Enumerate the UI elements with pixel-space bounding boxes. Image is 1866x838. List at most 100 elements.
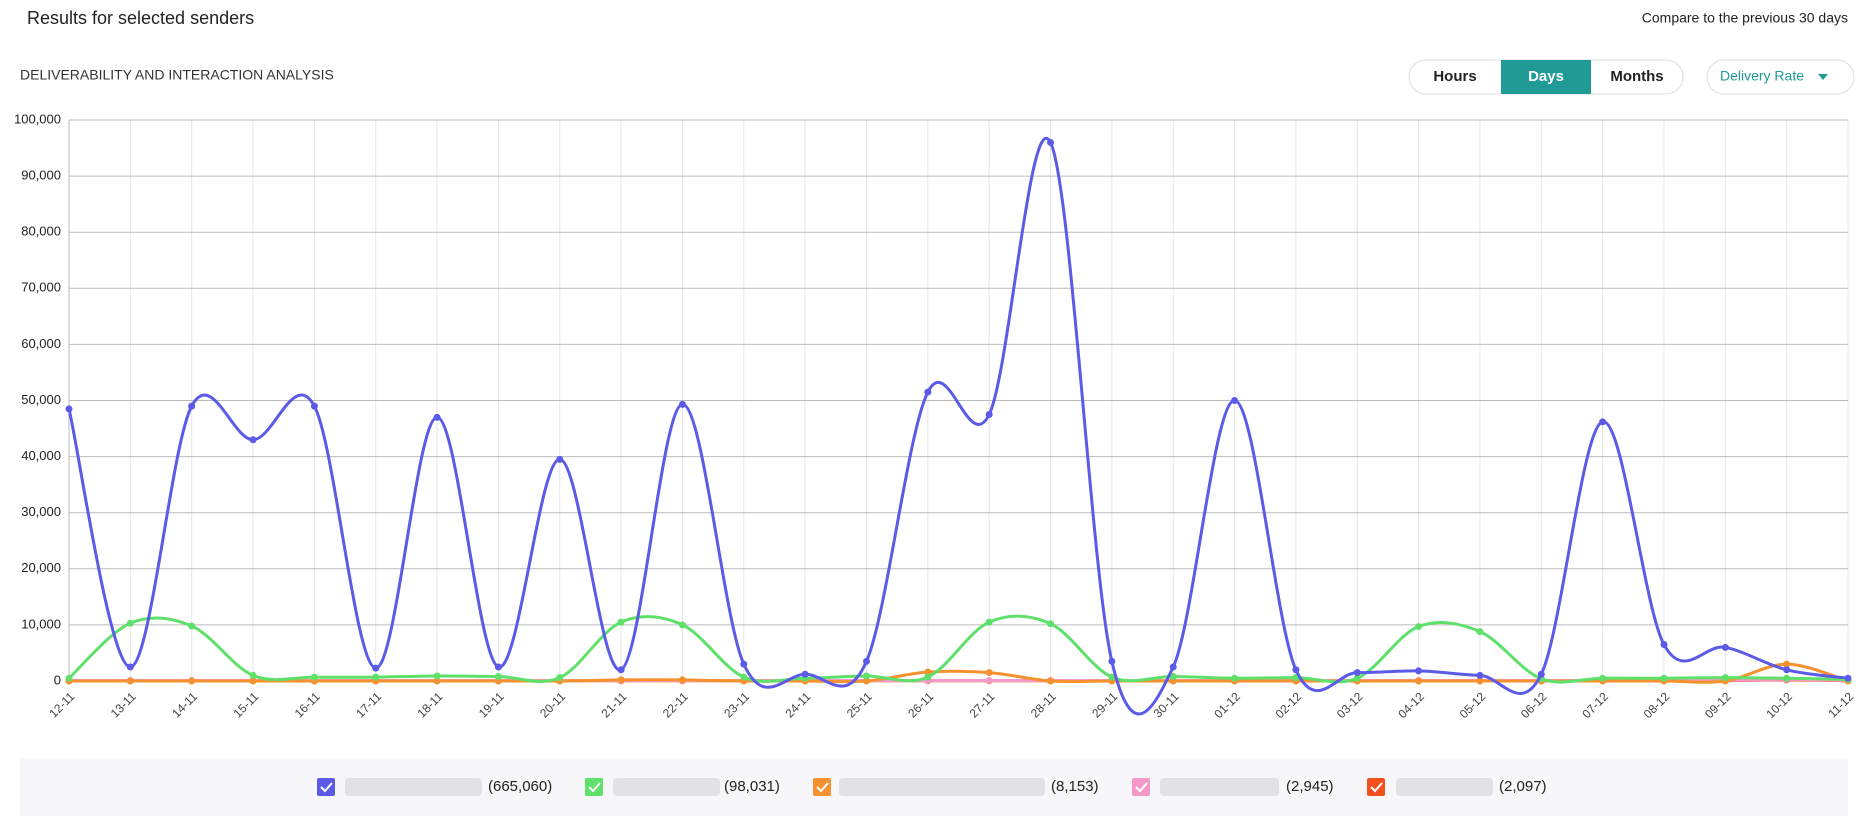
x-tick-label: 27-11 [967, 689, 998, 720]
y-tick-label: 100,000 [14, 111, 61, 126]
data-point [1783, 666, 1791, 674]
legend-name-redacted [345, 778, 482, 796]
legend-total[interactable]: (665,060) [488, 778, 552, 795]
legend-total[interactable]: (98,031) [724, 778, 780, 795]
data-point [1721, 643, 1729, 651]
chart: 12-11 13-11 14-11 15-11 16-11 17-11 18-11 19-11… [14, 111, 1857, 721]
x-tick-label: 13-11 [108, 689, 139, 720]
legend-checkbox[interactable] [585, 778, 603, 796]
y-tick-label: 60,000 [21, 336, 61, 351]
data-point [1537, 670, 1545, 678]
data-point [985, 411, 993, 419]
data-point [1415, 623, 1423, 631]
data-point [249, 436, 257, 444]
legend-total[interactable]: (2,945) [1286, 778, 1334, 795]
x-tick-label: 04-12 [1395, 689, 1427, 721]
data-point [617, 676, 625, 684]
x-tick-label: 18-11 [414, 689, 445, 720]
data-point [1415, 667, 1423, 675]
x-tick-label: 16-11 [292, 689, 323, 720]
data-point [1231, 674, 1239, 682]
data-point [188, 622, 196, 630]
legend-checkbox[interactable] [1132, 778, 1150, 796]
metric-dropdown-label[interactable]: Delivery Rate [1720, 68, 1804, 84]
legend-checkbox[interactable] [317, 778, 335, 796]
data-point [985, 676, 993, 684]
data-point [1721, 674, 1729, 682]
data-point [249, 671, 257, 679]
data-point [1231, 397, 1239, 404]
legend-check [1135, 782, 1148, 793]
x-tick-label: 07-12 [1579, 689, 1611, 721]
y-tick-label: 80,000 [21, 224, 61, 239]
data-point [924, 668, 932, 676]
x-tick-label: 09-12 [1702, 689, 1734, 721]
legend-check [588, 782, 601, 793]
x-tick-label: 30-11 [1151, 689, 1182, 720]
data-point [801, 670, 809, 678]
y-tick-label: 40,000 [21, 448, 61, 463]
data-point [433, 672, 441, 680]
legend-checkbox[interactable] [1367, 778, 1385, 796]
view-button[interactable]: Hours [1433, 68, 1476, 85]
y-tick-label: 10,000 [21, 616, 61, 631]
data-point [924, 673, 932, 681]
data-point [1047, 620, 1055, 628]
data-point [1783, 674, 1791, 682]
x-tick-label: 26-11 [905, 689, 936, 720]
legend-checkbox[interactable] [813, 778, 831, 796]
data-point [862, 657, 870, 665]
data-point [1476, 671, 1484, 679]
compare-link[interactable]: Compare to the previous 30 days [1642, 10, 1848, 26]
data-point [372, 673, 380, 681]
x-tick-label: 08-12 [1641, 689, 1673, 721]
x-tick-label: 22-11 [660, 689, 691, 720]
legend-total[interactable]: (2,097) [1499, 778, 1547, 795]
data-point [678, 621, 686, 629]
data-point [433, 413, 441, 421]
data-point [617, 618, 625, 626]
x-tick-label: 23-11 [721, 689, 752, 720]
data-point [1476, 677, 1484, 685]
view-button[interactable]: Days [1528, 68, 1564, 85]
data-point [372, 664, 380, 672]
data-point [1599, 418, 1607, 426]
y-tick-label: 20,000 [21, 560, 61, 575]
data-point [310, 402, 318, 410]
x-tick-label: 28-11 [1028, 689, 1059, 720]
y-tick-label: 0 [54, 672, 61, 687]
data-point [188, 402, 196, 410]
y-tick-label: 70,000 [21, 280, 61, 295]
legend-name-redacted [613, 778, 720, 796]
data-point [1292, 666, 1300, 674]
data-point [1169, 663, 1177, 671]
x-tick-label: 29-11 [1089, 689, 1120, 720]
data-point [678, 676, 686, 684]
data-point [617, 666, 625, 674]
legend-check [816, 782, 829, 793]
legend-name-redacted [1396, 778, 1493, 796]
data-point [924, 388, 932, 396]
x-tick-label: 21-11 [598, 689, 629, 720]
legend-check [1370, 782, 1383, 793]
data-point [1415, 677, 1423, 685]
data-point [1169, 673, 1177, 681]
x-tick-label: 12-11 [46, 689, 77, 720]
x-tick-label: 19-11 [476, 689, 507, 720]
series-line [67, 614, 1849, 684]
data-point [678, 400, 686, 408]
data-point [188, 677, 196, 685]
x-tick-label: 25-11 [844, 689, 875, 720]
legend-total[interactable]: (8,153) [1051, 778, 1099, 795]
view-button-active[interactable] [1501, 60, 1591, 94]
data-point [1108, 657, 1116, 665]
metric-dropdown[interactable] [1706, 59, 1855, 95]
data-point [494, 663, 502, 671]
header-title: Results for selected senders [27, 8, 254, 28]
data-point [985, 618, 993, 626]
x-tick-label: 10-12 [1763, 689, 1795, 721]
data-point [65, 405, 73, 413]
view-button[interactable]: Months [1610, 68, 1663, 85]
x-tick-label: 15-11 [230, 689, 261, 720]
